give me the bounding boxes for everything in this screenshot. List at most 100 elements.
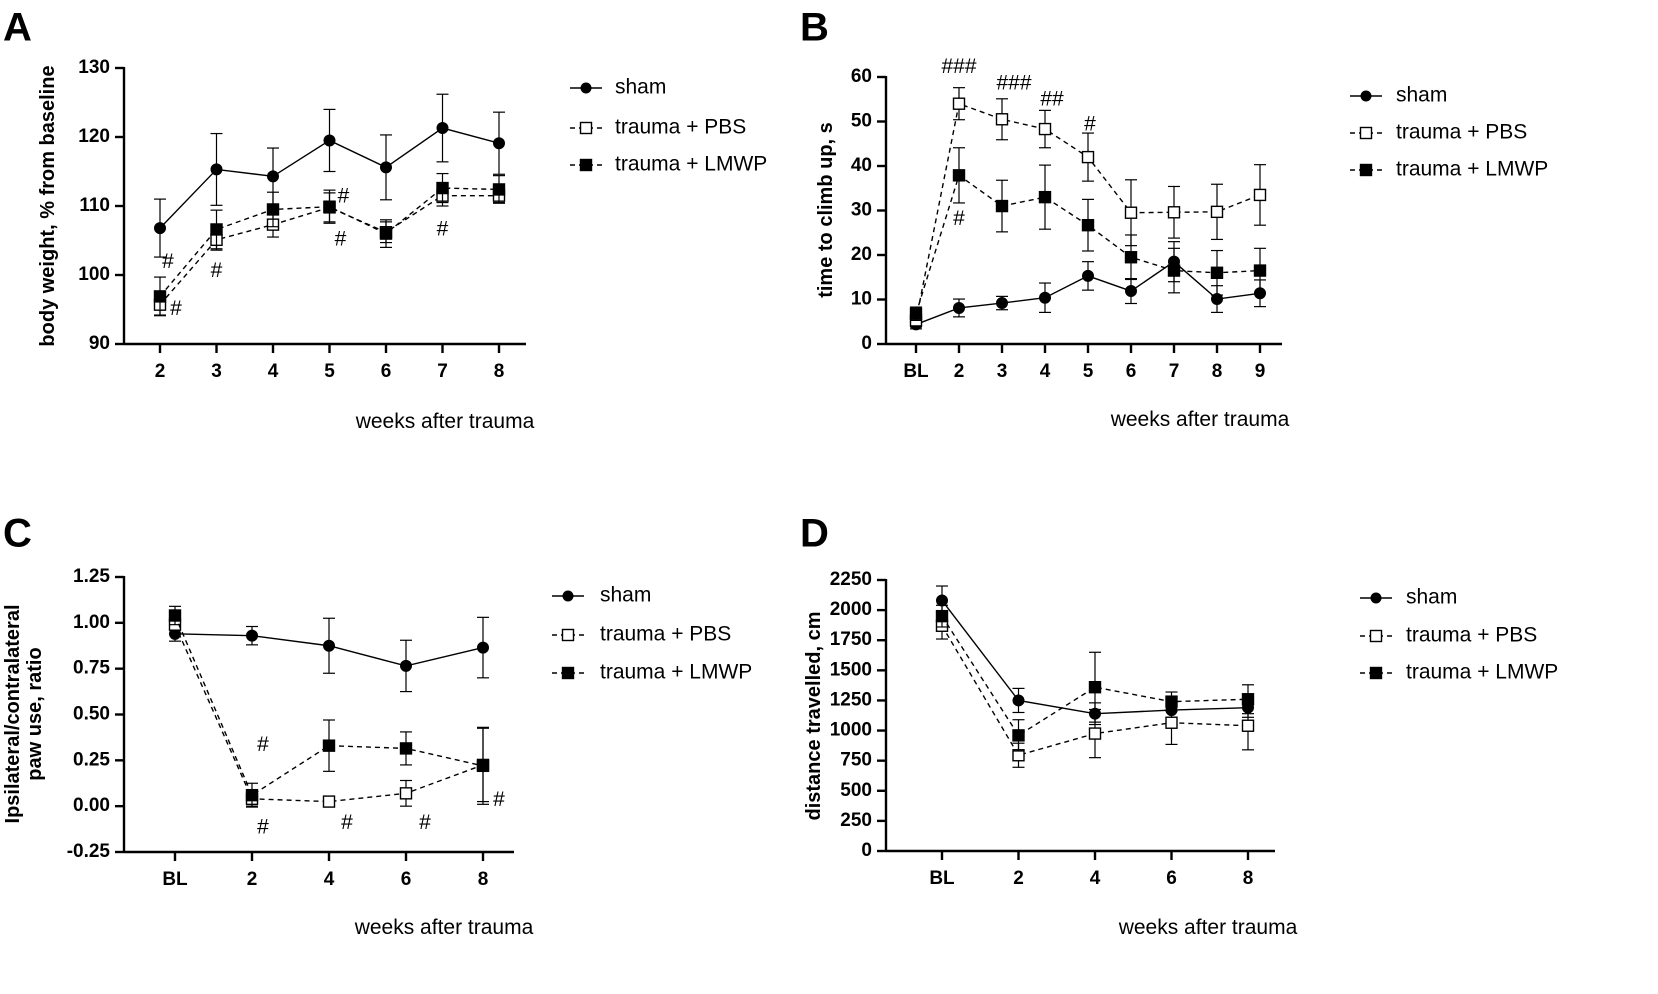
legend-marker — [581, 160, 592, 171]
legend-item-lmwp: trauma + LMWP — [1350, 158, 1548, 181]
legend-label: trauma + PBS — [600, 623, 731, 646]
series-sham — [154, 94, 505, 257]
x-tick-label: 8 — [494, 361, 505, 382]
data-point-lmwp — [1166, 696, 1177, 707]
legend-item-lmwp: trauma + LMWP — [1360, 661, 1558, 684]
series-sham — [910, 242, 1266, 330]
data-point-sham — [324, 640, 335, 651]
data-point-lmwp — [494, 184, 505, 195]
data-point-sham — [954, 302, 965, 313]
x-tick-label: BL — [929, 868, 955, 889]
legend-item-pbs: trauma + PBS — [1360, 624, 1537, 647]
legend-marker — [1371, 593, 1382, 604]
data-point-pbs — [954, 98, 965, 109]
legend-label: trauma + LMWP — [600, 661, 752, 684]
y-axis-label: time to climb up, s — [815, 122, 837, 298]
data-point-lmwp — [170, 610, 181, 621]
y-tick-label: 1500 — [830, 659, 872, 680]
plot-area: # # # # # — [169, 606, 505, 838]
significance-marker: # — [493, 788, 505, 811]
data-point-pbs — [1040, 124, 1051, 135]
panel-letter: D — [800, 512, 829, 556]
y-tick-label: 1250 — [830, 689, 872, 710]
y-tick-label: 90 — [89, 333, 110, 354]
x-tick-label: 2 — [155, 361, 166, 382]
x-tick-label: 7 — [1169, 361, 1180, 382]
data-point-lmwp — [1243, 694, 1254, 705]
data-point-sham — [324, 135, 335, 146]
y-tick-label: 0 — [861, 333, 872, 354]
plot-area: # # # # # # — [154, 94, 505, 320]
data-point-lmwp — [381, 228, 392, 239]
legend-label: trauma + LMWP — [615, 153, 767, 176]
data-point-lmwp — [211, 224, 222, 235]
data-point-lmwp — [954, 170, 965, 181]
legend-item-pbs: trauma + PBS — [1350, 121, 1527, 144]
legend-marker — [563, 668, 574, 679]
significance-marker: ### — [941, 55, 976, 78]
significance-marker: # — [437, 218, 449, 241]
legend-marker — [581, 83, 592, 94]
data-point-sham — [1083, 270, 1094, 281]
y-tick-label: 2000 — [830, 599, 872, 620]
legend-label: sham — [615, 76, 666, 99]
data-point-sham — [478, 642, 489, 653]
data-point-pbs — [1166, 717, 1177, 728]
panel-b: B 0 10 20 30 40 50 60 BL 2 3 4 5 6 7 8 9 time to climb up… — [800, 6, 1548, 431]
panel-letter: B — [800, 6, 829, 50]
x-tick-label: 2 — [954, 361, 965, 382]
plot-area — [936, 586, 1254, 767]
data-point-sham — [401, 660, 412, 671]
legend-marker — [1371, 631, 1382, 642]
data-point-lmwp — [478, 760, 489, 771]
legend-marker — [581, 123, 592, 134]
y-tick-label: 0.50 — [73, 704, 110, 725]
panel-c: C -0.25 0.00 0.25 0.50 0.75 1.00 1.25 BL 2 4 6 8 Ipsi… — [2, 512, 752, 939]
legend-item-lmwp: trauma + LMWP — [552, 661, 752, 684]
y-tick-label: 250 — [840, 810, 872, 831]
x-tick-label: 3 — [211, 361, 222, 382]
y-tick-label: 500 — [840, 780, 872, 801]
data-point-lmwp — [1255, 265, 1266, 276]
x-tick-label: 8 — [478, 869, 489, 890]
legend-item-sham: sham — [570, 76, 666, 99]
data-point-pbs — [1243, 720, 1254, 731]
x-tick-label: 9 — [1255, 361, 1266, 382]
series-lmwp — [154, 174, 505, 316]
data-point-lmwp — [1090, 682, 1101, 693]
significance-marker: # — [170, 297, 182, 320]
x-tick-label: 4 — [1090, 868, 1101, 889]
y-tick-label: 0.00 — [73, 795, 110, 816]
legend-label: trauma + LMWP — [1396, 158, 1548, 181]
data-point-pbs — [1083, 152, 1094, 163]
significance-marker: # — [335, 227, 347, 250]
data-point-lmwp — [911, 308, 922, 319]
panel-letter: C — [3, 512, 32, 556]
legend-marker — [1361, 91, 1372, 102]
y-tick-label: 110 — [79, 195, 110, 216]
x-tick-label: 3 — [997, 361, 1008, 382]
legend-marker — [1361, 165, 1372, 176]
data-point-sham — [1040, 292, 1051, 303]
data-point-lmwp — [1083, 220, 1094, 231]
y-tick-label: 60 — [851, 66, 872, 87]
data-point-sham — [1126, 286, 1137, 297]
data-point-sham — [997, 298, 1008, 309]
significance-marker: # — [1084, 113, 1096, 136]
axes: 901001101201302 3 4 5 6 7 8 — [78, 57, 526, 382]
data-point-pbs — [1126, 207, 1137, 218]
y-tick-label: 1.25 — [73, 566, 110, 587]
data-point-lmwp — [1013, 730, 1024, 741]
x-tick-label: 5 — [1083, 361, 1094, 382]
x-tick-label: 2 — [247, 869, 258, 890]
data-point-lmwp — [1040, 192, 1051, 203]
x-tick-label: 6 — [401, 869, 412, 890]
significance-marker: # — [338, 185, 350, 208]
data-point-sham — [381, 162, 392, 173]
legend-label: sham — [600, 584, 651, 607]
data-point-sham — [494, 138, 505, 149]
y-tick-label: 0.75 — [73, 658, 110, 679]
legend-label: sham — [1406, 586, 1457, 609]
axes: 0 250 500 750 1000 1250 1500 1750 2000 2250 BL 2 4 6 8 — [830, 569, 1275, 889]
x-tick-label: 5 — [324, 361, 335, 382]
